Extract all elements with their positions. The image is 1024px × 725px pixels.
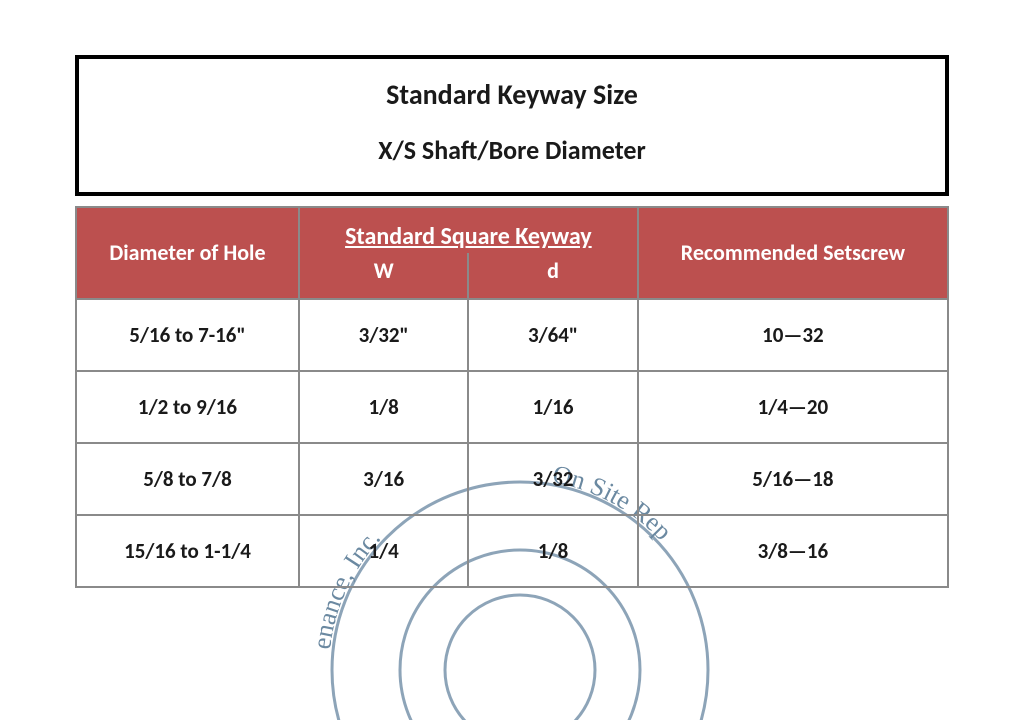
cell-w: 1/4 [299, 515, 468, 587]
cell-d: 1/8 [468, 515, 637, 587]
cell-diameter: 5/16 to 7-16" [76, 299, 299, 371]
cell-setscrew: 5/16—18 [638, 443, 948, 515]
cell-w: 1/8 [299, 371, 468, 443]
cell-setscrew: 3/8—16 [638, 515, 948, 587]
title-box: Standard Keyway Size X/S Shaft/Bore Diam… [75, 55, 949, 196]
title-line-1: Standard Keyway Size [89, 77, 935, 112]
cell-d: 1/16 [468, 371, 637, 443]
col-setscrew-label: Recommended Setscrew [681, 239, 905, 266]
cell-d: 3/64" [468, 299, 637, 371]
table-row: 5/8 to 7/8 3/16 3/32 5/16—18 [76, 443, 948, 515]
col-w: W [299, 253, 468, 299]
cell-diameter: 5/8 to 7/8 [76, 443, 299, 515]
table-row: 5/16 to 7-16" 3/32" 3/64" 10—32 [76, 299, 948, 371]
col-diameter: Diameter of Hole [76, 207, 299, 299]
table-row: 15/16 to 1-1/4 1/4 1/8 3/8—16 [76, 515, 948, 587]
title-line-2: X/S Shaft/Bore Diameter [89, 134, 935, 166]
cell-diameter: 15/16 to 1-1/4 [76, 515, 299, 587]
cell-w: 3/32" [299, 299, 468, 371]
col-setscrew: Recommended Setscrew [638, 207, 948, 299]
cell-w: 3/16 [299, 443, 468, 515]
table-row: 1/2 to 9/16 1/8 1/16 1/4—20 [76, 371, 948, 443]
cell-setscrew: 1/4—20 [638, 371, 948, 443]
keyway-table: Diameter of Hole Standard Square Keyway … [75, 206, 949, 588]
cell-setscrew: 10—32 [638, 299, 948, 371]
cell-diameter: 1/2 to 9/16 [76, 371, 299, 443]
col-d: d [468, 253, 637, 299]
col-group-keyway: Standard Square Keyway [299, 207, 638, 253]
cell-d: 3/32 [468, 443, 637, 515]
